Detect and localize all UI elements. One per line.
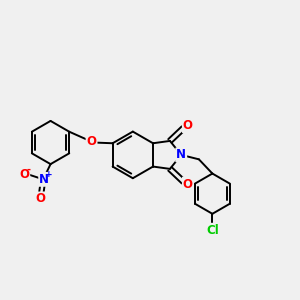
Text: -: - <box>27 164 31 175</box>
Text: O: O <box>19 168 29 182</box>
Text: O: O <box>86 135 97 148</box>
Text: +: + <box>45 170 53 179</box>
Text: N: N <box>176 148 186 161</box>
Text: Cl: Cl <box>206 224 219 237</box>
Text: N: N <box>39 173 49 186</box>
Text: O: O <box>35 193 45 206</box>
Text: O: O <box>183 178 193 190</box>
Text: O: O <box>183 119 193 132</box>
